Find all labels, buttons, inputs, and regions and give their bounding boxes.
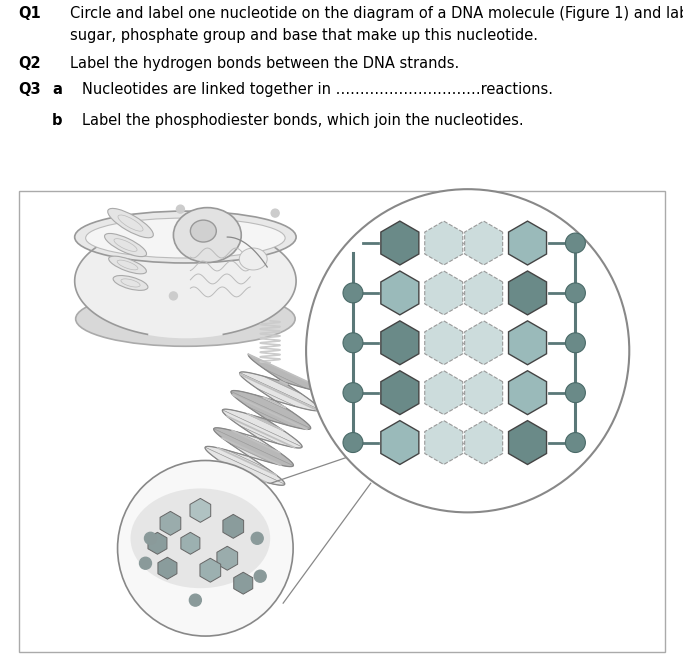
Polygon shape	[214, 429, 293, 467]
Circle shape	[566, 283, 585, 303]
Polygon shape	[381, 321, 419, 365]
Text: Label the phosphodiester bonds, which join the nucleotides.: Label the phosphodiester bonds, which jo…	[82, 113, 524, 128]
Polygon shape	[509, 321, 546, 365]
Polygon shape	[425, 321, 463, 365]
Polygon shape	[227, 444, 271, 469]
Polygon shape	[222, 410, 302, 448]
Text: Q3: Q3	[18, 82, 40, 97]
Polygon shape	[223, 514, 244, 539]
Ellipse shape	[109, 256, 146, 274]
Polygon shape	[148, 533, 167, 554]
Circle shape	[176, 205, 184, 213]
Polygon shape	[214, 428, 294, 466]
Polygon shape	[381, 420, 419, 465]
Polygon shape	[464, 221, 503, 265]
Circle shape	[566, 432, 585, 453]
Polygon shape	[262, 369, 306, 395]
Circle shape	[189, 594, 201, 606]
Polygon shape	[197, 465, 276, 503]
Ellipse shape	[191, 220, 217, 242]
Polygon shape	[200, 558, 221, 582]
Text: b: b	[52, 113, 63, 128]
Ellipse shape	[104, 234, 147, 257]
Polygon shape	[188, 484, 268, 521]
Polygon shape	[509, 371, 546, 414]
Polygon shape	[210, 481, 253, 507]
Ellipse shape	[108, 209, 154, 238]
Circle shape	[343, 383, 363, 403]
Polygon shape	[464, 321, 503, 365]
Polygon shape	[193, 519, 236, 544]
Polygon shape	[381, 371, 419, 414]
Polygon shape	[509, 221, 546, 265]
Ellipse shape	[130, 488, 270, 588]
Circle shape	[566, 233, 585, 253]
Ellipse shape	[85, 218, 285, 258]
Polygon shape	[188, 484, 268, 523]
Polygon shape	[196, 466, 276, 504]
Polygon shape	[425, 221, 463, 265]
Circle shape	[566, 333, 585, 352]
Circle shape	[117, 461, 293, 636]
Polygon shape	[381, 271, 419, 315]
Polygon shape	[240, 373, 320, 411]
Circle shape	[343, 432, 363, 453]
Text: sugar, phosphate group and base that make up this nucleotide.: sugar, phosphate group and base that mak…	[70, 28, 538, 43]
Ellipse shape	[74, 211, 296, 263]
Circle shape	[566, 383, 585, 403]
Polygon shape	[205, 446, 285, 484]
Polygon shape	[217, 546, 238, 570]
Circle shape	[343, 333, 363, 352]
Circle shape	[251, 533, 263, 544]
Text: Q1: Q1	[18, 6, 41, 21]
Polygon shape	[381, 221, 419, 265]
Circle shape	[145, 533, 156, 544]
Ellipse shape	[239, 248, 267, 270]
Circle shape	[271, 209, 279, 217]
Polygon shape	[181, 533, 200, 554]
Polygon shape	[220, 463, 262, 487]
Text: a: a	[52, 82, 62, 97]
Circle shape	[139, 557, 152, 569]
Polygon shape	[425, 420, 463, 465]
Polygon shape	[425, 271, 463, 315]
Ellipse shape	[113, 275, 148, 290]
Polygon shape	[231, 391, 311, 428]
Polygon shape	[240, 372, 320, 410]
Polygon shape	[464, 420, 503, 465]
Polygon shape	[202, 500, 244, 525]
Text: Q2: Q2	[18, 56, 40, 71]
Polygon shape	[179, 504, 259, 541]
Text: Label the hydrogen bonds between the DNA strands.: Label the hydrogen bonds between the DNA…	[70, 56, 459, 71]
Polygon shape	[205, 447, 285, 485]
Circle shape	[254, 570, 266, 582]
Polygon shape	[509, 420, 546, 465]
Circle shape	[343, 283, 363, 303]
Polygon shape	[234, 572, 253, 594]
Ellipse shape	[76, 292, 295, 347]
Polygon shape	[425, 371, 463, 414]
Ellipse shape	[173, 208, 241, 263]
Polygon shape	[245, 407, 289, 432]
Polygon shape	[179, 502, 259, 541]
Polygon shape	[255, 388, 296, 412]
Text: Circle and label one nucleotide on the diagram of a DNA molecule (Figure 1) and : Circle and label one nucleotide on the d…	[70, 6, 683, 21]
Circle shape	[306, 189, 629, 512]
Polygon shape	[509, 271, 546, 315]
Circle shape	[169, 292, 178, 300]
Polygon shape	[160, 512, 181, 535]
Polygon shape	[464, 371, 503, 414]
Text: Nucleotides are linked together in …………………………reactions.: Nucleotides are linked together in ………………	[82, 82, 553, 97]
Polygon shape	[231, 391, 311, 430]
Polygon shape	[223, 409, 302, 447]
Ellipse shape	[74, 224, 296, 339]
Polygon shape	[237, 426, 279, 450]
Polygon shape	[248, 354, 328, 392]
Polygon shape	[464, 271, 503, 315]
Polygon shape	[190, 498, 211, 522]
Polygon shape	[158, 557, 177, 579]
Polygon shape	[171, 521, 250, 559]
